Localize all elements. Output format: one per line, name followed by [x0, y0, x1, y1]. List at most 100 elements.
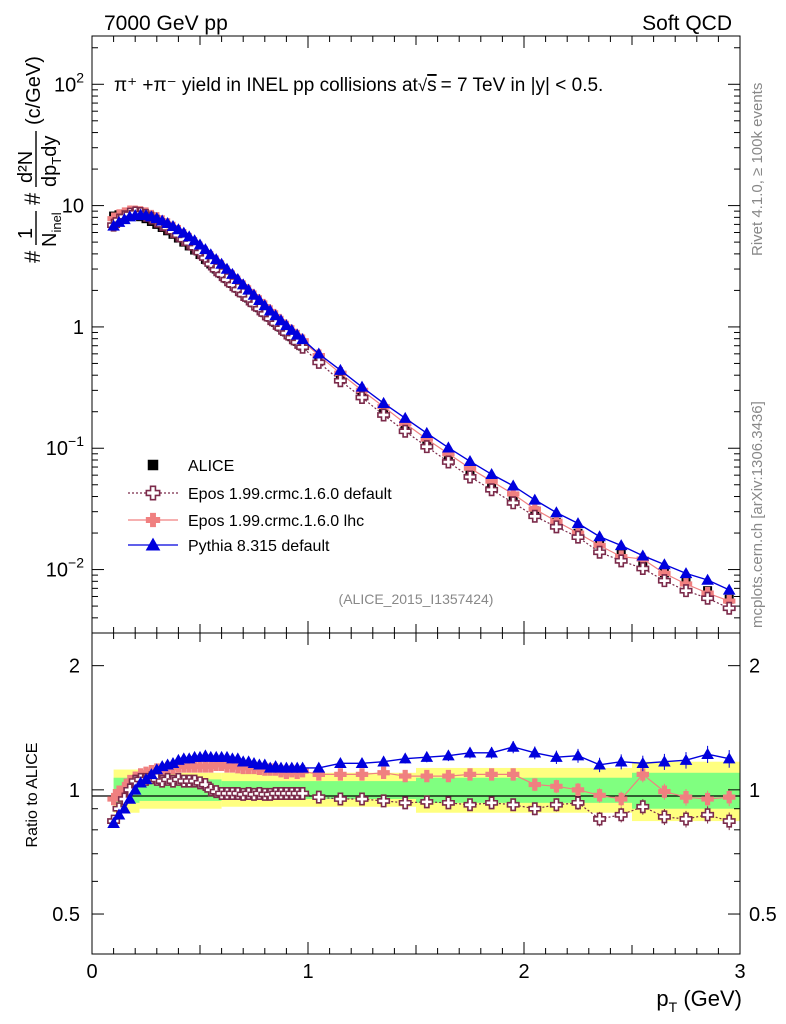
- data-point-epos-default: [636, 562, 650, 576]
- ratio-point-epos-default: [420, 795, 434, 809]
- data-point-epos-default: [571, 530, 585, 544]
- ratio-y-tick-label-left: 0.5: [52, 904, 80, 926]
- series-line-pythia: [113, 214, 730, 591]
- ratio-point-pythia: [463, 746, 477, 758]
- ratio-point-epos-default: [333, 792, 347, 806]
- ratio-point-epos-lhc: [679, 790, 693, 804]
- ratio-y-tick-labels: 2 2 1 1 0.5 0.5: [52, 656, 777, 926]
- ratio-point-pythia: [506, 740, 520, 752]
- ratio-point-epos-lhc: [571, 783, 585, 797]
- legend-marker-epos-default: [145, 485, 161, 501]
- x-tick-label: 0: [86, 961, 97, 983]
- ratio-point-epos-default: [657, 810, 671, 824]
- data-point-pythia: [658, 558, 671, 570]
- ratio-point-epos-default: [441, 796, 455, 810]
- data-point-epos-default: [593, 545, 607, 559]
- ratio-point-pythia: [334, 756, 347, 768]
- data-point-epos-default: [333, 374, 347, 388]
- ratio-point-pythia: [679, 753, 693, 765]
- ratio-point-epos-lhc: [442, 769, 455, 783]
- ratio-point-epos-default: [312, 790, 326, 804]
- ratio-point-epos-default: [679, 812, 693, 826]
- ratio-point-pythia: [420, 750, 434, 762]
- data-point-pythia: [280, 319, 293, 331]
- legend: ALICE Epos 1.99.crmc.1.6.0 default Epos …: [128, 458, 392, 555]
- ratio-point-epos-default: [571, 796, 585, 810]
- ratio-point-epos-lhc: [615, 792, 628, 806]
- title-pre: π⁺ +π⁻ yield in INEL pp collisions at: [114, 75, 419, 96]
- ratio-point-pythia: [571, 749, 585, 761]
- main-y-axis-label: # 1 Ninel # d²N dpTdy (c/GeV): [15, 56, 64, 263]
- ylabel-dy: dy: [39, 136, 61, 157]
- ratio-point-epos-default: [593, 812, 607, 826]
- x-tick-label: 2: [518, 961, 529, 983]
- ratio-point-epos-lhc: [377, 766, 390, 779]
- ratio-point-pythia: [485, 746, 498, 758]
- ratio-point-pythia: [636, 756, 650, 768]
- ratio-axis-ticks: [91, 633, 741, 955]
- data-point-pythia: [199, 243, 212, 255]
- data-point-epos-default: [463, 470, 477, 484]
- data-point-pythia: [442, 441, 455, 453]
- ratio-point-pythia: [701, 747, 714, 759]
- ratio-point-pythia: [398, 752, 412, 764]
- ratio-point-epos-default: [485, 796, 499, 810]
- legend-marker-alice: [147, 459, 159, 471]
- tick-base: 10: [54, 74, 76, 96]
- ratio-point-epos-lhc: [550, 780, 563, 793]
- data-point-pythia: [220, 262, 234, 274]
- mcplots-label: mcplots.cern.ch [arXiv:1306.3436]: [749, 401, 766, 628]
- data-point-epos-default: [485, 483, 499, 497]
- ylabel-t: T: [49, 157, 64, 165]
- ylabel-unit: (c/GeV): [23, 56, 45, 125]
- ratio-point-epos-default: [701, 808, 715, 822]
- title-s: s: [427, 75, 437, 96]
- ratio-point-epos-lhc: [507, 768, 520, 781]
- tick-base: 10: [62, 196, 84, 218]
- data-point-pythia: [679, 567, 693, 579]
- data-point-pythia: [636, 549, 650, 561]
- header-left: 7000 GeV pp: [104, 12, 228, 35]
- data-point-pythia: [242, 283, 255, 295]
- title-post: = 7 TeV in |y| < 0.5.: [441, 75, 604, 96]
- ratio-point-pythia: [134, 776, 147, 788]
- ratio-point-pythia: [150, 763, 164, 775]
- ratio-point-epos-default: [398, 796, 412, 810]
- legend-label-epos-lhc: Epos 1.99.crmc.1.6.0 lhc: [188, 513, 364, 530]
- title-sqrt: √: [418, 76, 428, 95]
- ratio-point-epos-lhc: [463, 768, 477, 781]
- data-point-pythia: [420, 426, 434, 438]
- ratio-point-epos-default: [506, 798, 520, 812]
- data-point-epos-default: [614, 554, 628, 568]
- data-point-epos-default: [528, 509, 542, 523]
- data-point-pythia: [550, 506, 563, 518]
- ratio-point-pythia: [593, 758, 606, 770]
- svg-text:#: #: [20, 250, 45, 263]
- ratio-point-pythia: [377, 755, 390, 767]
- rivet-label: Rivet 4.1.0, ≥ 100k events: [749, 83, 766, 256]
- data-point-pythia: [231, 272, 245, 285]
- data-point-pythia: [236, 278, 250, 290]
- ratio-point-pythia: [166, 756, 180, 768]
- ylabel-n: N: [39, 233, 61, 247]
- data-point-pythia: [593, 530, 606, 542]
- data-point-pythia: [285, 323, 299, 335]
- ratio-point-epos-default: [377, 794, 391, 808]
- ratio-point-epos-lhc: [420, 769, 433, 783]
- data-point-pythia: [290, 328, 304, 340]
- ylabel-inel: inel: [49, 212, 64, 232]
- data-point-epos-default: [722, 601, 736, 615]
- data-point-pythia: [485, 467, 498, 480]
- ratio-point-pythia: [123, 792, 137, 804]
- data-point-epos-default: [549, 520, 563, 534]
- data-point-pythia: [269, 309, 282, 321]
- x-tick-label: 3: [734, 961, 745, 983]
- header-right: Soft QCD: [642, 12, 732, 35]
- ratio-point-pythia: [550, 750, 563, 762]
- ratio-point-epos-lhc: [593, 789, 606, 802]
- ratio-point-epos-lhc: [485, 768, 498, 781]
- data-point-epos-default: [312, 355, 326, 369]
- data-point-pythia: [296, 333, 309, 345]
- ratio-point-epos-lhc: [107, 792, 120, 806]
